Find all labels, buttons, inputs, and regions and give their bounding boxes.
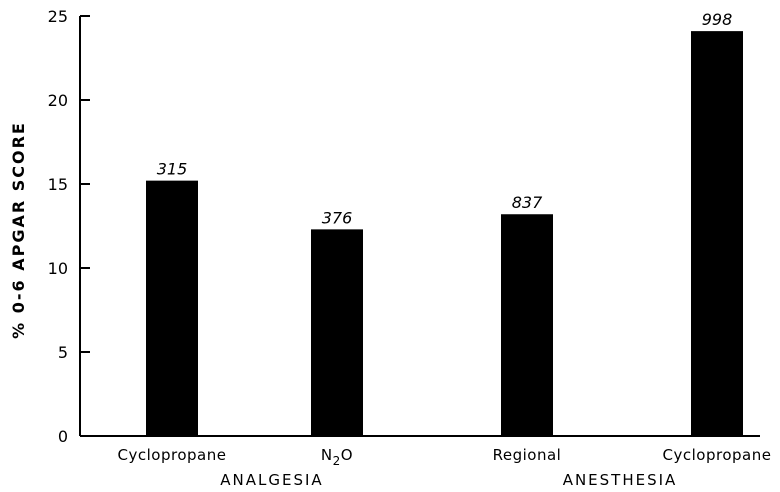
- y-tick-label: 15: [48, 175, 68, 194]
- y-tick-label: 20: [48, 91, 68, 110]
- y-axis-label: % 0-6 APGAR SCORE: [9, 121, 28, 339]
- y-tick-label: 25: [48, 7, 68, 26]
- x-tick-label: N2O: [321, 446, 353, 468]
- group-label: ANESTHESIA: [563, 471, 678, 489]
- bar-data-label: 376: [322, 208, 353, 227]
- bar: [146, 180, 198, 436]
- bar-data-label: 315: [157, 160, 188, 179]
- y-tick-label: 5: [58, 343, 68, 362]
- bar-data-label: 837: [512, 193, 543, 212]
- bars: [146, 31, 743, 437]
- bar-data-label: 998: [702, 10, 733, 29]
- group-label: ANALGESIA: [220, 471, 323, 489]
- x-tick-label: Cyclopropane: [663, 446, 772, 464]
- x-tick-label: Regional: [493, 446, 562, 464]
- bar: [691, 31, 743, 437]
- x-tick-label: Cyclopropane: [118, 446, 227, 464]
- bar: [311, 229, 363, 436]
- y-tick-label: 10: [48, 259, 68, 278]
- y-tick-label: 0: [58, 427, 68, 446]
- labels: 315 376 837 998: [157, 10, 733, 227]
- y-axis: 0 5 10 15 20 25: [48, 7, 90, 446]
- bar: [501, 214, 553, 436]
- x-axis: Cyclopropane N2O Regional Cyclopropane ANALG…: [80, 435, 772, 489]
